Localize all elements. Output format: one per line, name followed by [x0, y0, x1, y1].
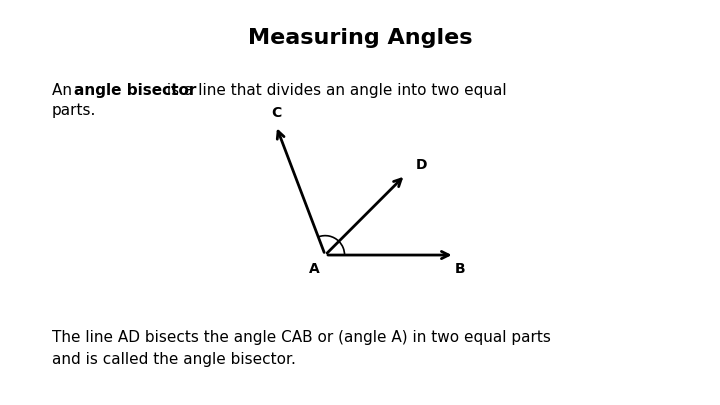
Text: B: B [454, 262, 465, 275]
Text: Measuring Angles: Measuring Angles [248, 28, 472, 48]
Text: An: An [52, 83, 77, 98]
Text: D: D [415, 158, 427, 172]
Text: angle bisector: angle bisector [74, 83, 197, 98]
Text: C: C [271, 107, 281, 120]
Text: parts.: parts. [52, 103, 96, 118]
Text: is a line that divides an angle into two equal: is a line that divides an angle into two… [162, 83, 507, 98]
Text: A: A [310, 262, 320, 275]
Text: The line AD bisects the angle CAB or (angle A) in two equal parts
and is called : The line AD bisects the angle CAB or (an… [52, 330, 551, 367]
